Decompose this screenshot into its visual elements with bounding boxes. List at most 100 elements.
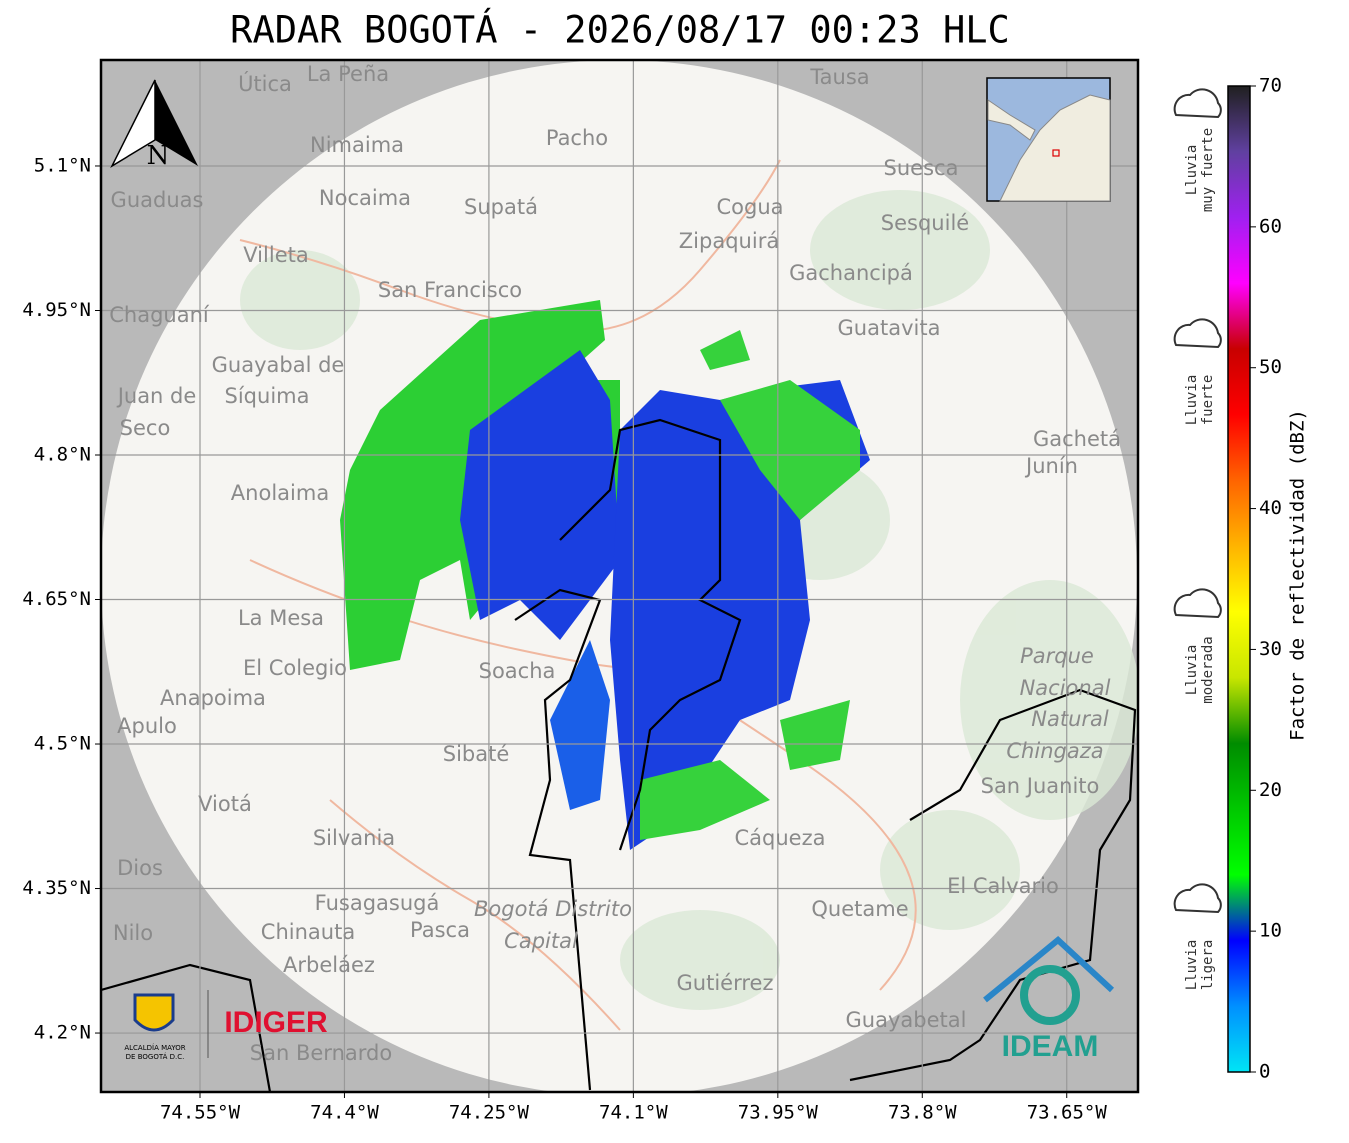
place-label: Chinauta [261, 920, 355, 944]
x-tick-label: 74.25°W [449, 1102, 530, 1124]
place-labels: Útica La Peña Tausa Nimaima Pacho Guaduas Noca… [109, 62, 1121, 1065]
place-label: Fusagasugá [315, 891, 440, 915]
north-arrow: N [110, 79, 198, 171]
colorbar [1227, 85, 1251, 1073]
place-label: Junín [1024, 454, 1078, 478]
place-label: Capital [504, 929, 578, 953]
place-label: Bogotá Distrito [474, 897, 632, 921]
gridlines [101, 60, 1138, 1092]
place-label: Zipaquirá [679, 229, 779, 253]
place-label: Dios [117, 856, 163, 880]
place-label: Viotá [198, 792, 252, 816]
colorbar-tick-label: 0 [1259, 1061, 1270, 1083]
place-label: San Bernardo [250, 1041, 392, 1065]
place-label: San Juanito [981, 774, 1100, 798]
place-label: Quetame [811, 897, 908, 921]
y-tick-label: 4.8°N [34, 443, 91, 465]
title: RADAR BOGOTÁ - 2026/08/17 00:23 HLC [230, 8, 1010, 52]
colorbar-axis: 0 10 20 30 40 50 60 70 [1250, 75, 1282, 1083]
place-label: Apulo [117, 714, 177, 738]
place-label: San Francisco [378, 278, 522, 302]
radar-echoes [340, 300, 870, 850]
place-label: Anapoima [160, 686, 266, 710]
place-label: Útica [238, 71, 292, 96]
place-label: Suesca [884, 156, 959, 180]
cloud-icon [1173, 883, 1222, 914]
category-label: muy fuerte [1200, 128, 1216, 212]
y-tick-label: 4.5°N [34, 733, 91, 755]
x-tick-label: 73.65°W [1027, 1102, 1108, 1124]
x-tick-label: 73.95°W [738, 1102, 819, 1124]
place-label: Nimaima [310, 133, 404, 157]
y-tick-label: 4.2°N [34, 1022, 91, 1044]
colorbar-tick-label: 20 [1259, 779, 1282, 801]
place-label: Seco [120, 416, 171, 440]
place-label: Parque [1020, 644, 1094, 668]
place-label: Soacha [479, 659, 556, 683]
category-label: Lluvia [1184, 145, 1200, 196]
place-label: Natural [1031, 707, 1109, 731]
place-label: Arbeláez [283, 953, 375, 977]
place-label: Gachancipá [789, 261, 913, 285]
logo-text: ALCALDÍA MAYOR [124, 1043, 185, 1052]
logo-ideam-text: IDEAM [1002, 1030, 1099, 1063]
category-label: ligera [1200, 940, 1216, 991]
place-label: Guaduas [111, 188, 204, 212]
place-label: La Peña [307, 62, 389, 86]
place-label: Anolaima [231, 481, 329, 505]
colorbar-tick-label: 40 [1259, 497, 1282, 519]
colorbar-tick-label: 60 [1259, 215, 1282, 237]
plot-frame [99, 58, 1140, 1094]
place-label: Villeta [243, 243, 308, 267]
y-tick-label: 4.35°N [22, 877, 91, 899]
place-label: Chingaza [1006, 739, 1103, 763]
place-label: Cogua [716, 195, 783, 219]
place-label: Silvania [313, 826, 395, 850]
x-tick-label: 74.1°W [599, 1102, 668, 1124]
place-label: Gachetá [1033, 427, 1121, 451]
logo-text: DE BOGOTÁ D.C. [126, 1052, 185, 1061]
category-label: moderada [1200, 636, 1216, 703]
colorbar-tick-label: 70 [1259, 75, 1282, 97]
x-tick-label: 73.8°W [888, 1102, 957, 1124]
place-label: Nocaima [319, 186, 411, 210]
inset-map [986, 77, 1111, 202]
category-label: Lluvia [1184, 375, 1200, 426]
cloud-icon [1173, 88, 1222, 119]
map: Útica La Peña Tausa Nimaima Pacho Guaduas Noca… [101, 60, 1138, 1092]
cloud-icon [1173, 318, 1222, 349]
y-tick-label: 4.65°N [22, 588, 91, 610]
place-label: Guatavita [838, 316, 941, 340]
category-label: Lluvia [1184, 645, 1200, 696]
x-tick-label: 74.55°W [160, 1102, 241, 1124]
axes: 74.55°W 74.4°W 74.25°W 74.1°W 73.95°W 73.8°W 7… [22, 154, 1107, 1123]
x-tick-label: 74.4°W [310, 1102, 379, 1124]
place-label: Pacho [546, 126, 608, 150]
place-label: El Calvario [947, 874, 1059, 898]
place-label: El Colegio [243, 656, 347, 680]
logo-alcaldia: ALCALDÍA MAYOR DE BOGOTÁ D.C. IDIGER [124, 990, 328, 1061]
terrain [240, 190, 1138, 1010]
place-label: Síquima [225, 384, 310, 408]
logo-idiger: IDIGER [224, 1006, 328, 1039]
place-label: Supatá [464, 195, 538, 219]
colorbar-tick-label: 50 [1259, 356, 1282, 378]
category-label: Lluvia [1184, 940, 1200, 991]
place-label: Pasca [410, 918, 470, 942]
place-label: Nilo [113, 921, 153, 945]
colorbar-label: Factor de reflectividad (dBZ) [1287, 409, 1309, 741]
place-label: La Mesa [238, 606, 324, 630]
place-label: Tausa [809, 65, 869, 89]
colorbar-tick-label: 10 [1259, 920, 1282, 942]
y-tick-label: 5.1°N [34, 154, 91, 176]
place-label: Cáqueza [735, 826, 826, 850]
y-tick-label: 4.95°N [22, 299, 91, 321]
place-label: Gutiérrez [677, 971, 774, 995]
category-label: fuerte [1200, 375, 1216, 426]
place-label: Sesquilé [881, 211, 969, 235]
place-label: Nacional [1020, 676, 1111, 700]
logo-ideam: IDEAM [983, 936, 1115, 1063]
place-label: Juan de [116, 384, 197, 408]
